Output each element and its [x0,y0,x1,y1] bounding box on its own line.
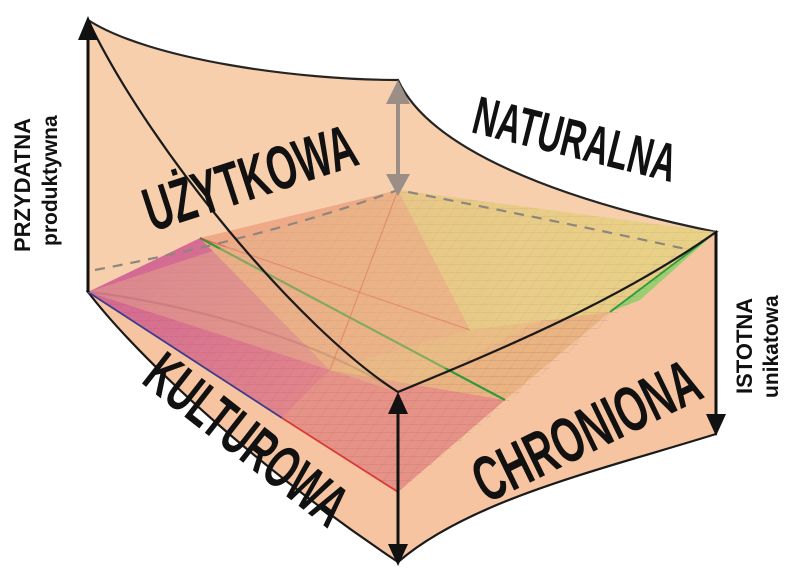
label-przydatna: PRZYDATNA [10,118,35,252]
upper-surface-front-edge [87,19,717,394]
top-translucent-plane [88,190,716,392]
label-produktywna: produktywna [39,115,62,246]
label-unikatowa: unikatowa [760,295,783,398]
right-vertical-arrow [706,232,726,436]
left-vertical-arrow [78,16,98,292]
label-istotna: ISTOTNA [732,298,757,394]
grey-double-arrow [386,80,410,196]
bottom-double-arrow [388,392,408,566]
